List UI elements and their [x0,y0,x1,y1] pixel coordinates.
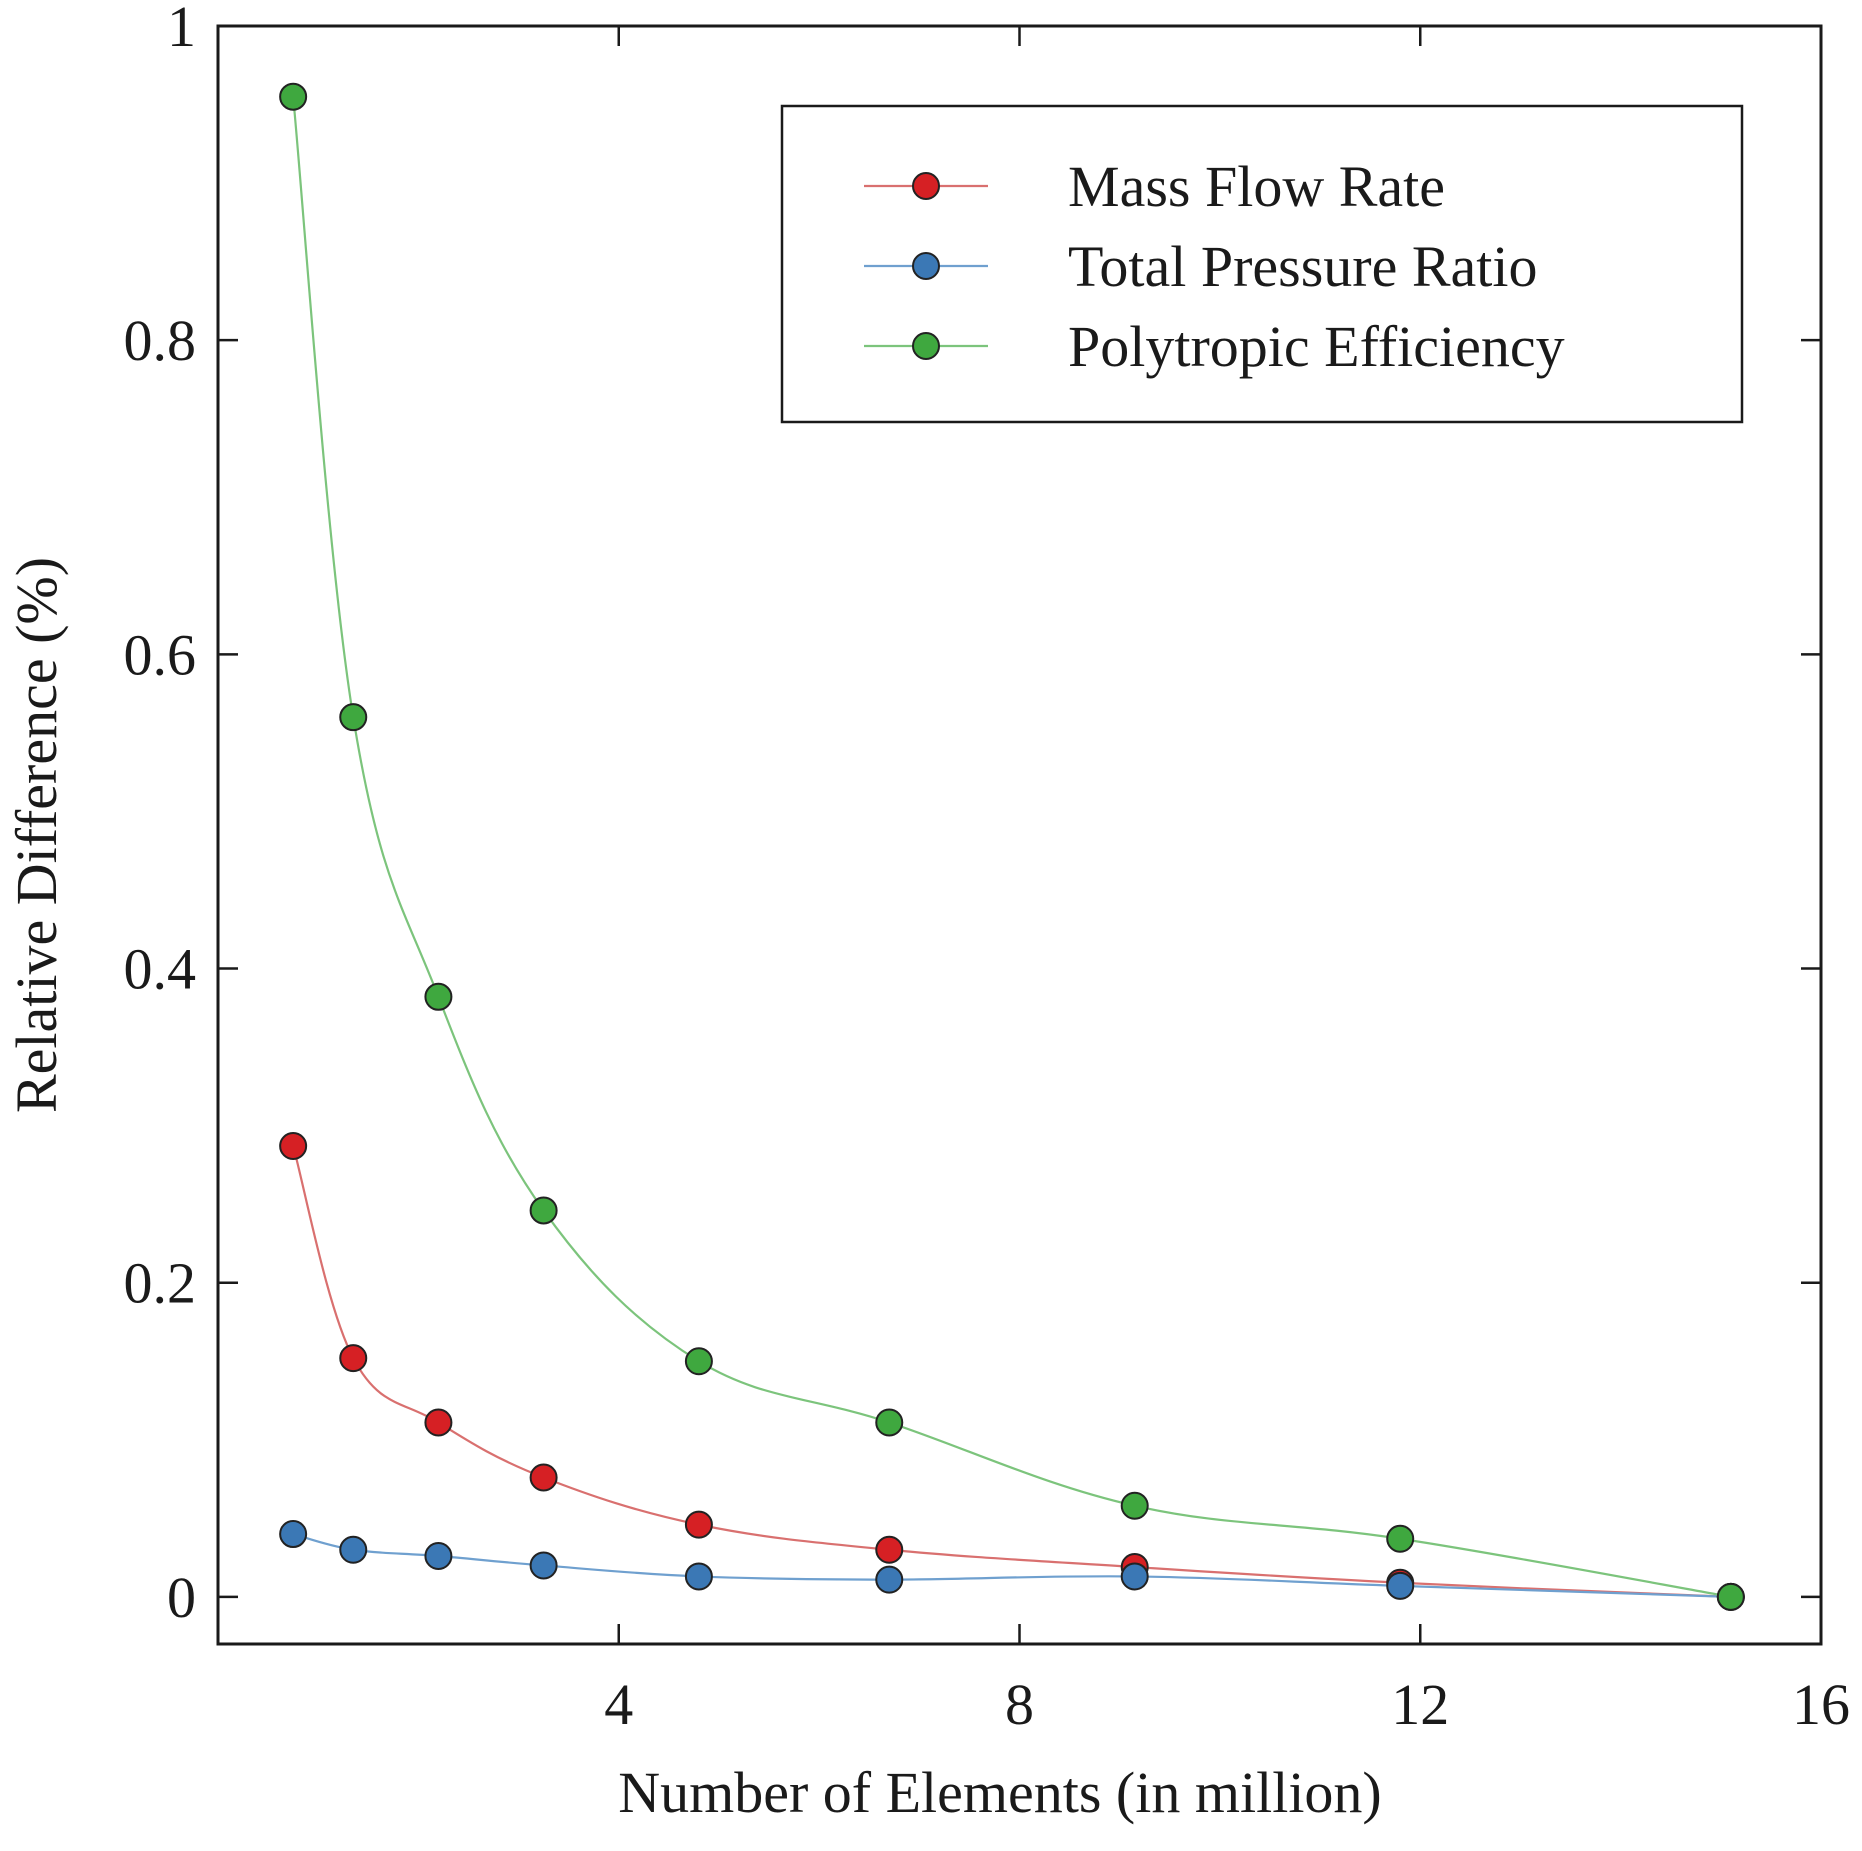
x-tick-label: 12 [1391,1672,1449,1737]
legend-label-polytropic-efficiency: Polytropic Efficiency [1068,314,1565,379]
legend-marker-mass-flow-rate [912,172,940,200]
y-tick-label: 0 [167,1565,196,1630]
data-point-polytropic-efficiency [875,1408,904,1437]
y-axis-title: Relative Difference (%) [4,557,69,1113]
series-line-mass-flow-rate [292,1145,1731,1598]
axis-ticks: 4 8 12 16 0 0.2 0.4 0.6 0.8 1 [124,0,1851,1737]
data-point-total-pressure-ratio [529,1551,558,1580]
x-tick-label: 16 [1792,1672,1850,1737]
x-tick-label: 8 [1005,1672,1034,1737]
data-point-mass-flow-rate [684,1510,713,1539]
data-point-total-pressure-ratio [339,1535,368,1564]
data-point-total-pressure-ratio [279,1520,308,1549]
data-point-polytropic-efficiency [424,982,453,1011]
y-tick-label: 1 [167,0,196,59]
data-point-polytropic-efficiency [279,82,308,111]
data-point-mass-flow-rate [339,1344,368,1373]
x-axis-title: Number of Elements (in million) [618,1760,1382,1825]
data-point-polytropic-efficiency [529,1196,558,1225]
data-point-total-pressure-ratio [1120,1562,1149,1591]
data-point-mass-flow-rate [529,1463,558,1492]
legend-marker-polytropic-efficiency [912,332,940,360]
data-point-mass-flow-rate [424,1408,453,1437]
data-point-total-pressure-ratio [875,1565,904,1594]
legend: Mass Flow Rate Total Pressure Ratio Polytr… [780,104,1744,424]
data-point-polytropic-efficiency [339,703,368,732]
data-point-polytropic-efficiency [1716,1582,1745,1611]
data-point-total-pressure-ratio [424,1542,453,1571]
data-point-total-pressure-ratio [1386,1571,1415,1600]
data-point-polytropic-efficiency [1386,1524,1415,1553]
legend-label-total-pressure-ratio: Total Pressure Ratio [1068,234,1538,299]
legend-marker-total-pressure-ratio [912,252,940,280]
legend-label-mass-flow-rate: Mass Flow Rate [1068,154,1445,219]
series-layer [279,82,1745,1611]
y-tick-label: 0.6 [124,622,197,687]
data-point-mass-flow-rate [279,1132,308,1161]
data-point-polytropic-efficiency [684,1347,713,1376]
y-tick-label: 0.8 [124,308,197,373]
legend-box [780,104,1744,424]
y-tick-label: 0.4 [124,937,197,1002]
data-point-total-pressure-ratio [684,1562,713,1591]
x-tick-label: 4 [604,1672,633,1737]
data-point-polytropic-efficiency [1120,1491,1149,1520]
y-tick-label: 0.2 [124,1251,197,1316]
data-point-mass-flow-rate [875,1535,904,1564]
